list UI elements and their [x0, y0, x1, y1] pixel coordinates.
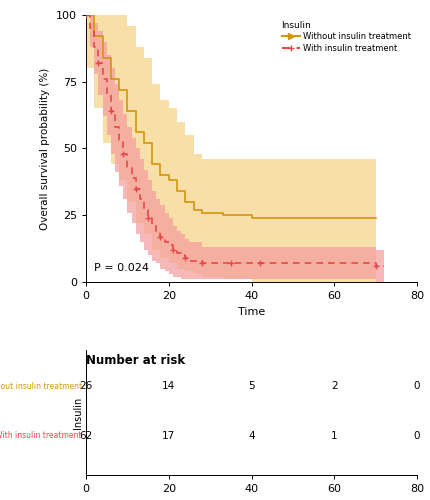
Y-axis label: Overall survival probability (%): Overall survival probability (%) — [40, 68, 50, 230]
Text: 1: 1 — [331, 431, 338, 441]
Text: 4: 4 — [248, 431, 255, 441]
Text: 62: 62 — [80, 431, 92, 441]
Y-axis label: Insulin: Insulin — [73, 396, 83, 429]
Text: With insulin treatment: With insulin treatment — [0, 432, 82, 440]
Text: Without insulin treatment: Without insulin treatment — [0, 382, 82, 390]
Text: 0: 0 — [414, 431, 421, 441]
Text: P = 0.024: P = 0.024 — [94, 263, 149, 273]
Text: 26: 26 — [80, 381, 92, 391]
Text: Number at risk: Number at risk — [86, 354, 185, 367]
Text: 14: 14 — [162, 381, 175, 391]
X-axis label: Time: Time — [238, 306, 265, 316]
Text: 2: 2 — [331, 381, 338, 391]
Legend: Without insulin treatment, With insulin treatment: Without insulin treatment, With insulin … — [280, 19, 413, 55]
Text: 5: 5 — [248, 381, 255, 391]
Text: 17: 17 — [162, 431, 175, 441]
Text: 0: 0 — [414, 381, 421, 391]
